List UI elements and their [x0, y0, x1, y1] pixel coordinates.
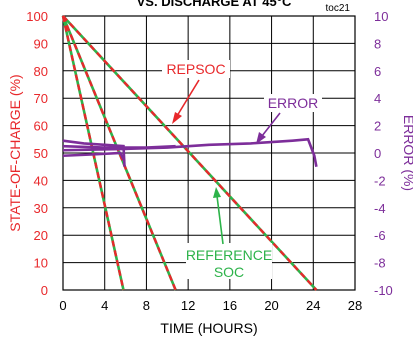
error-line-3: [62, 151, 126, 162]
annotation-repsoc-arrow: [176, 79, 200, 117]
annotation-reference-arrowhead: [213, 187, 221, 198]
y-tick-label: 50: [34, 146, 48, 161]
x-tick-label: 16: [223, 298, 237, 313]
annotation-error-text: ERROR: [268, 95, 319, 111]
y-tick-label: 40: [34, 173, 48, 188]
annotation-reference-text: REFERENCE: [186, 247, 272, 263]
y-tick-label: 80: [34, 64, 48, 79]
x-tick-label: 20: [264, 298, 278, 313]
y2-tick-label: -10: [374, 283, 393, 298]
plot-frame: [62, 15, 356, 291]
x-tick-label: 4: [101, 298, 108, 313]
y2-tick-label: -6: [374, 228, 386, 243]
annotation-error: ERROR: [256, 94, 322, 144]
tick-labels: 0 4 8 12 16 20 24 280102030405060708090100-10-8…: [26, 9, 393, 313]
y2-tick-label: -2: [374, 173, 386, 188]
y-tick-label: 70: [34, 91, 48, 106]
y2-tick-label: 8: [374, 36, 381, 51]
x-tick-label: 8: [143, 298, 150, 313]
y-tick-label: 10: [34, 256, 48, 271]
y2-tick-label: 2: [374, 119, 381, 134]
repsoc-line-1: [61, 15, 125, 291]
annotation-error-arrow: [261, 112, 281, 137]
x-tick-label: 28: [348, 298, 362, 313]
y-axis-label: STATE-OF-CHARGE (%): [7, 74, 23, 231]
x-tick-label: 0: [59, 298, 66, 313]
chart-title: VS. DISCHARGE AT 45°C: [137, 0, 292, 9]
x-axis-label: TIME (HOURS): [160, 320, 257, 336]
x-tick-label: 24: [306, 298, 320, 313]
chart-tag: toc21: [326, 3, 351, 14]
annotation-soc-text: SOC: [214, 264, 244, 280]
y-tick-label: 100: [26, 9, 48, 24]
series-layer: [61, 15, 318, 291]
y2-tick-label: 6: [374, 64, 381, 79]
y-tick-label: 20: [34, 228, 48, 243]
y-tick-label: 30: [34, 201, 48, 216]
y2-axis-label: ERROR (%): [401, 115, 413, 191]
y2-tick-label: 10: [374, 9, 388, 24]
error-line-4: [62, 144, 176, 149]
y-tick-label: 90: [34, 36, 48, 51]
annotation-repsoc-text: REPSOC: [166, 61, 225, 77]
y2-tick-label: -4: [374, 201, 386, 216]
y2-tick-label: 4: [374, 91, 381, 106]
annotation-repsoc-arrowhead: [172, 112, 182, 124]
y2-tick-label: 0: [374, 146, 381, 161]
y2-tick-label: -8: [374, 256, 386, 271]
x-tick-label: 12: [181, 298, 195, 313]
error-line-1: [62, 139, 126, 167]
y-tick-label: 0: [41, 283, 48, 298]
annotation-error-arrowhead: [256, 132, 266, 144]
annotation-reference-arrow: [216, 195, 224, 245]
annotation-repsoc: REPSOC: [162, 60, 230, 124]
y-tick-label: 60: [34, 119, 48, 134]
repsoc-line-3: [62, 15, 318, 291]
annotation-reference-soc: REFERENCE SOC: [186, 187, 272, 280]
